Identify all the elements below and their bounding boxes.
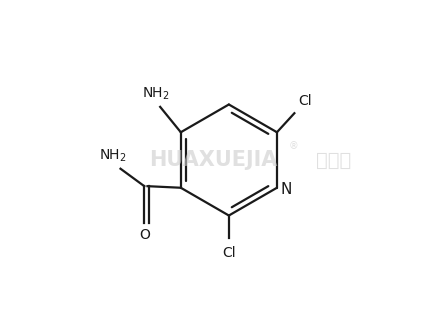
Text: Cl: Cl xyxy=(299,94,312,108)
Text: NH$_2$: NH$_2$ xyxy=(141,85,169,102)
Text: N: N xyxy=(281,182,292,197)
Text: HUAXUEJIA: HUAXUEJIA xyxy=(149,150,277,170)
Text: NH$_2$: NH$_2$ xyxy=(99,148,127,164)
Text: O: O xyxy=(139,228,150,242)
Text: ®: ® xyxy=(289,141,299,151)
Text: 化学加: 化学加 xyxy=(316,150,351,170)
Text: Cl: Cl xyxy=(222,246,236,260)
